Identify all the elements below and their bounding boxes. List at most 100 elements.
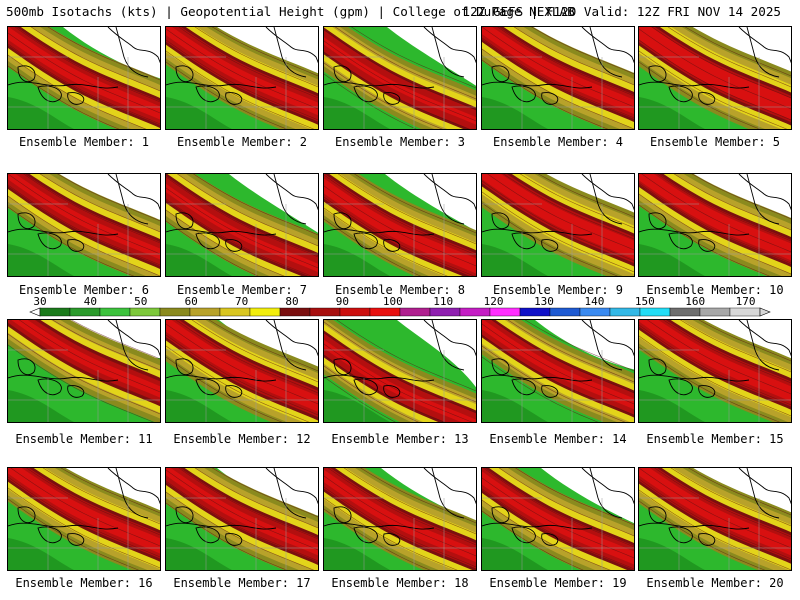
state-borders [166,203,318,276]
isotach-band-6 [639,27,791,120]
coastline [639,174,791,236]
height-contour [513,27,634,86]
height-contour [324,321,476,403]
state-borders [324,203,476,276]
isotach-band-6 [8,468,160,554]
colorbar-tick-label: 30 [33,295,47,308]
height-contour [360,468,476,524]
member-label: Ensemble Member: 15 [646,432,784,446]
ensemble-panel-15 [638,319,792,423]
height-contour [166,480,318,562]
member-label: Ensemble Member: 18 [331,576,469,590]
isotach-band-6 [324,37,476,125]
great-lakes-outline [17,506,85,546]
height-contour [166,39,318,121]
colorbar-tick-label: 100 [382,295,403,308]
isotach-map [482,174,634,276]
height-contour [327,468,476,546]
height-contour [18,320,160,393]
colorbar-swatch [399,307,431,317]
isotach-band-6 [482,27,634,115]
height-contour [639,193,791,275]
height-contour [336,320,476,392]
height-contour [482,323,634,405]
coastline [324,174,476,236]
product-title: 500mb Isotachs (kts) | Geopotential Heig… [6,4,575,19]
height-contour [324,475,476,557]
ensemble-panel-11 [7,319,161,423]
height-contour [324,62,443,129]
height-contour [324,174,476,256]
height-contour [324,29,476,111]
height-contour [8,43,160,125]
coastline [166,468,318,530]
height-contour [71,320,160,360]
ensemble-panel-17 [165,467,319,571]
great-lakes-outline [175,358,243,398]
height-contour [166,323,318,405]
height-contour [166,176,318,258]
height-contour [515,468,634,526]
great-lakes-outline [17,65,85,105]
height-contour [482,488,634,570]
state-borders [166,349,318,422]
height-contour [14,27,160,103]
height-contour [537,174,634,218]
height-contour [482,180,634,262]
ensemble-panel-2 [165,26,319,130]
member-label: Ensemble Member: 19 [489,576,627,590]
colorbar-tick-label: 80 [285,295,299,308]
height-contour [487,174,634,251]
ensemble-panel-9 [481,173,635,277]
great-lakes-outline [333,358,401,398]
state-borders [324,56,476,129]
great-lakes-outline [175,65,243,105]
isotach-band-6 [8,27,160,120]
isotach-band-6 [482,471,634,565]
height-contour [39,174,160,233]
run-valid-time: 12Z GEFS | F120 Valid: 12Z FRI NOV 14 20… [462,4,781,19]
isotach-map [324,174,476,276]
isotach-map [166,174,318,276]
state-borders [482,56,634,129]
state-borders [324,349,476,422]
ensemble-panel-3 [323,26,477,130]
isotach-band-6 [324,469,476,563]
height-contour [208,320,318,372]
ensemble-panel-14 [481,319,635,423]
colorbar-tick-label: 130 [534,295,554,308]
colorbar-tick-label: 140 [584,295,605,308]
ensemble-panel-10 [638,173,792,277]
state-borders [324,497,476,570]
colorbar-swatch [639,307,671,317]
height-contour [351,27,476,89]
height-contour [10,468,160,547]
height-contour [35,320,160,382]
state-borders [639,56,791,129]
isotach-map [8,468,160,570]
height-contour [654,468,791,538]
height-contour [482,202,619,276]
height-contour [639,50,788,129]
height-contour [191,320,318,383]
height-contour [651,27,791,99]
height-contour [663,320,791,384]
height-contour [324,40,476,122]
ensemble-panel-6 [7,173,161,277]
height-contour [166,50,315,129]
member-label: Ensemble Member: 5 [649,135,781,149]
coastline [324,320,476,382]
height-contour [194,468,318,529]
height-contour [178,468,318,540]
isotach-map [166,468,318,570]
height-contour [166,209,285,276]
height-contour [194,27,318,88]
ensemble-panel-13 [323,319,477,423]
height-contour [324,73,417,129]
isotach-map [639,174,791,276]
height-contour [166,356,283,422]
height-contour [324,376,396,422]
isotach-map [166,27,318,129]
height-contour [639,335,791,417]
height-contour [657,174,791,242]
